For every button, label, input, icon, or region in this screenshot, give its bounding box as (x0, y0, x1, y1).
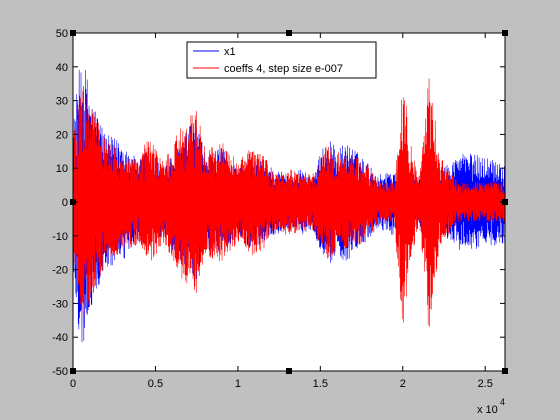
selection-handle[interactable] (286, 368, 292, 374)
selection-handle[interactable] (70, 199, 76, 205)
selection-handle[interactable] (502, 199, 508, 205)
y-tick-label: 10 (56, 163, 68, 175)
legend-label-x1: x1 (224, 46, 236, 58)
x-multiplier-base: x 10 (477, 404, 498, 416)
y-tick-label: -30 (52, 298, 68, 310)
x-multiplier-exponent: 4 (500, 397, 505, 407)
x-tick-label: 1 (235, 378, 241, 390)
x-axis-multiplier: x 10 4 (477, 397, 505, 416)
legend-label-coeffs: coeffs 4, step size e-007 (224, 63, 343, 75)
selection-handles (70, 30, 508, 374)
y-tick-label: 50 (56, 28, 68, 40)
series-line-coeffs (72, 78, 506, 327)
x-tick-label: 0 (70, 378, 76, 390)
selection-handle[interactable] (70, 368, 76, 374)
x-tick-label: 2 (400, 378, 406, 390)
y-tick-label: 0 (62, 197, 68, 209)
y-tick-label: 20 (56, 129, 68, 141)
series-layer (72, 69, 506, 343)
selection-handle[interactable] (502, 368, 508, 374)
y-tick-label: -20 (52, 265, 68, 277)
legend-box (186, 41, 377, 79)
selection-handle[interactable] (502, 30, 508, 36)
y-tick-label: -40 (52, 332, 68, 344)
selection-handle[interactable] (70, 30, 76, 36)
y-tick-label: 40 (56, 62, 68, 74)
legend: x1 coeffs 4, step size e-007 (186, 41, 377, 79)
y-tick-label: -10 (52, 231, 68, 243)
y-tick-label: -50 (52, 366, 68, 378)
x-tick-label: 1.5 (313, 378, 328, 390)
x-tick-label: 0.5 (148, 378, 163, 390)
x-tick-label: 2.5 (478, 378, 493, 390)
selection-handle[interactable] (286, 30, 292, 36)
y-tick-label: 30 (56, 96, 68, 108)
